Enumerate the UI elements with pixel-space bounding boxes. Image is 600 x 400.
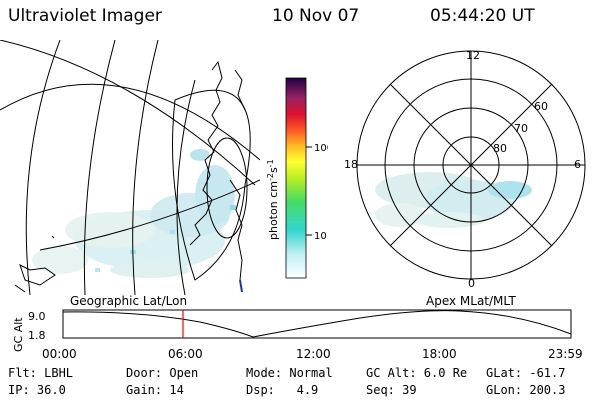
status-glon: GLon: 200.3 — [486, 383, 566, 397]
mlt-label-18: 18 — [344, 158, 358, 171]
instrument-title: Ultraviolet Imager — [8, 6, 162, 26]
altitude-xtick-0600: 06:00 — [168, 347, 203, 361]
altitude-ylabel: GC Alt — [12, 317, 25, 352]
geographic-map — [0, 40, 260, 295]
altitude-curve — [62, 310, 572, 338]
polar-plot: 12 18 6 0 60 70 80 — [344, 49, 586, 290]
lat-label-80: 80 — [493, 142, 507, 155]
auroral-emission-geo — [32, 149, 236, 278]
status-door: Door: Open — [126, 366, 199, 380]
status-gc-alt: GC Alt: 6.0 Re — [366, 366, 468, 380]
status-dsp: Dsp: 4.9 — [246, 383, 319, 397]
time-label: 05:44:20 UT — [430, 6, 535, 26]
colorbar-tick-100: 100 — [314, 143, 328, 154]
status-glat: GLat: -61.7 — [486, 366, 566, 380]
colorbar: 100 10 photon cm-2s-1 — [266, 77, 328, 279]
date-label: 10 Nov 07 — [272, 6, 360, 26]
status-mode: Mode: Normal — [246, 366, 333, 380]
mlt-label-6: 6 — [574, 158, 581, 171]
status-gain: Gain: 14 — [126, 383, 184, 397]
apex-label: Apex MLat/MLT — [426, 294, 516, 308]
geographic-label: Geographic Lat/Lon — [70, 294, 188, 308]
altitude-ytick-bottom: 1.8 — [28, 329, 46, 342]
lat-label-70: 70 — [514, 122, 528, 135]
coastline — [14, 60, 246, 293]
colorbar-unit-label: photon cm-2s-1 — [266, 159, 280, 240]
altitude-xtick-1200: 12:00 — [296, 347, 331, 361]
altitude-xtick-2359: 23:59 — [548, 347, 583, 361]
status-flt: Flt: LBHL — [8, 366, 74, 380]
mlt-label-12: 12 — [466, 49, 480, 62]
altitude-ytick-top: 9.0 — [28, 310, 46, 323]
altitude-xtick-1800: 18:00 — [422, 347, 457, 361]
lat-label-60: 60 — [534, 100, 548, 113]
colorbar-tick-10: 10 — [314, 231, 327, 242]
status-seq: Seq: 39 — [366, 383, 417, 397]
auroral-emission-polar — [375, 172, 532, 228]
altitude-plot: GC Alt 9.0 1.8 00:00 06:00 12:00 18:00 2… — [12, 309, 583, 361]
status-ip: IP: 36.0 — [8, 383, 66, 397]
mlt-label-0: 0 — [468, 277, 475, 290]
altitude-xtick-0000: 00:00 — [42, 347, 77, 361]
